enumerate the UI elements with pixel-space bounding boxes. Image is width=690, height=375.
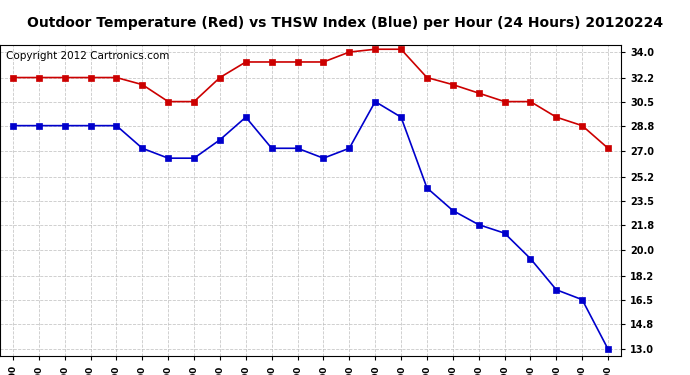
Text: Copyright 2012 Cartronics.com: Copyright 2012 Cartronics.com [6,51,170,61]
Text: Outdoor Temperature (Red) vs THSW Index (Blue) per Hour (24 Hours) 20120224: Outdoor Temperature (Red) vs THSW Index … [27,15,663,30]
